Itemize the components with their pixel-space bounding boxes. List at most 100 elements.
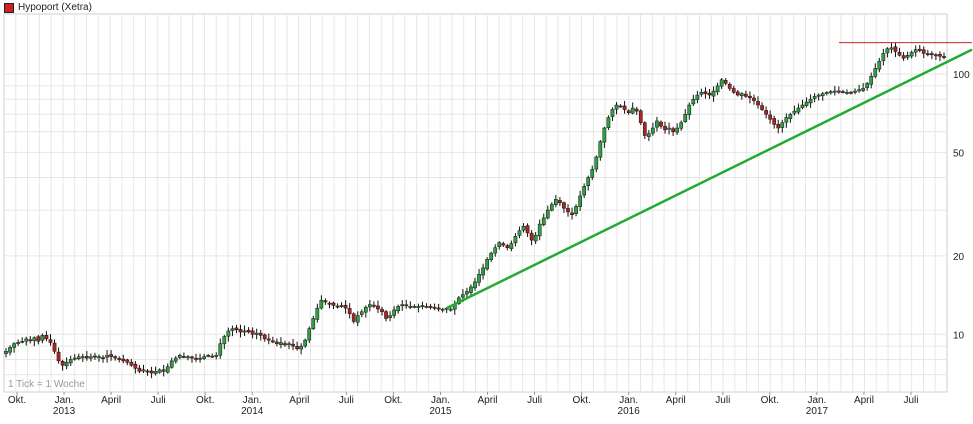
x-tick-label: Okt. bbox=[384, 395, 402, 406]
candle bbox=[129, 359, 134, 367]
candle bbox=[85, 351, 89, 361]
candle bbox=[638, 109, 643, 125]
candle-body-up bbox=[647, 133, 651, 137]
candle bbox=[901, 51, 906, 61]
candlestick-series bbox=[4, 42, 946, 379]
candle bbox=[877, 57, 882, 73]
candle-body-up bbox=[913, 49, 918, 53]
candle bbox=[36, 334, 41, 345]
candle bbox=[622, 100, 627, 114]
candle bbox=[857, 84, 861, 93]
candle bbox=[178, 353, 182, 360]
candle-body-up bbox=[424, 306, 429, 308]
candle-body-down bbox=[917, 48, 922, 51]
candle bbox=[226, 327, 231, 342]
candle bbox=[355, 311, 360, 327]
candle bbox=[626, 109, 631, 115]
candle-body-up bbox=[339, 305, 344, 307]
candle-body-down bbox=[194, 357, 198, 360]
candle bbox=[448, 307, 453, 312]
candle-body-down bbox=[897, 51, 902, 56]
candle bbox=[315, 303, 320, 323]
candle-body-up bbox=[226, 330, 231, 337]
candle-body-down bbox=[764, 110, 768, 115]
candle bbox=[412, 304, 417, 309]
candle-body-down bbox=[101, 357, 105, 359]
x-tick-label: Jan. bbox=[807, 395, 826, 406]
candle-body-up bbox=[254, 332, 259, 335]
candle bbox=[64, 357, 69, 370]
candle-body-up bbox=[448, 308, 453, 311]
candle bbox=[893, 42, 898, 57]
candle-body-down bbox=[351, 313, 356, 322]
candle bbox=[651, 122, 655, 136]
candle-body-up bbox=[80, 356, 85, 359]
candle bbox=[735, 90, 740, 97]
candle-body-up bbox=[186, 356, 190, 359]
candle bbox=[157, 368, 162, 374]
candle bbox=[554, 194, 558, 208]
candle-body-down bbox=[295, 346, 299, 349]
candle-body-up bbox=[97, 356, 101, 359]
candle-body-up bbox=[141, 369, 146, 372]
candle bbox=[537, 219, 542, 241]
candle bbox=[562, 201, 566, 213]
candle-body-up bbox=[40, 335, 45, 341]
candle bbox=[760, 102, 764, 111]
candle-body-down bbox=[727, 83, 732, 89]
candle-body-up bbox=[812, 96, 817, 99]
candle bbox=[194, 353, 198, 363]
candle bbox=[303, 338, 308, 348]
candle bbox=[566, 204, 570, 217]
x-tick-year-label: 2017 bbox=[806, 406, 829, 417]
candle-body-up bbox=[554, 199, 558, 205]
candle-body-up bbox=[816, 94, 821, 97]
candle-body-up bbox=[517, 230, 522, 236]
candle bbox=[165, 363, 170, 374]
candle-body-up bbox=[679, 122, 684, 129]
candle bbox=[598, 140, 603, 161]
y-tick-label: 100 bbox=[953, 70, 970, 81]
candle bbox=[828, 90, 833, 95]
candle-body-down bbox=[149, 370, 154, 374]
candle-body-down bbox=[893, 46, 898, 52]
candle bbox=[311, 315, 316, 330]
candle bbox=[545, 205, 550, 220]
candle bbox=[578, 190, 582, 211]
candle bbox=[408, 301, 413, 310]
candle-body-down bbox=[56, 351, 61, 362]
candle-body-down bbox=[622, 105, 627, 110]
candle-body-down bbox=[505, 245, 510, 248]
candle-body-up bbox=[832, 90, 837, 93]
candle bbox=[149, 366, 154, 379]
candle-body-up bbox=[889, 47, 894, 50]
candle bbox=[372, 301, 376, 309]
candle-body-up bbox=[808, 98, 813, 104]
candle-body-down bbox=[731, 88, 736, 93]
candle bbox=[533, 231, 538, 245]
candle bbox=[48, 334, 53, 346]
candle-body-up bbox=[64, 362, 69, 367]
candle bbox=[351, 312, 356, 324]
candle-body-up bbox=[12, 343, 16, 348]
candle bbox=[327, 301, 332, 309]
candle-body-up bbox=[473, 281, 477, 289]
candle bbox=[687, 102, 692, 120]
candle bbox=[845, 89, 849, 95]
candle bbox=[768, 110, 772, 124]
candle bbox=[287, 341, 291, 350]
candle bbox=[707, 88, 712, 99]
candle-body-down bbox=[760, 105, 764, 110]
candle-body-down bbox=[776, 124, 781, 129]
candle bbox=[307, 326, 312, 344]
candle bbox=[938, 51, 942, 62]
candle bbox=[20, 337, 25, 344]
candle-body-up bbox=[788, 114, 793, 119]
candle bbox=[275, 338, 279, 347]
candle-body-up bbox=[521, 225, 526, 231]
candle-body-up bbox=[355, 315, 360, 323]
candle-body-up bbox=[861, 88, 865, 91]
candle bbox=[4, 348, 8, 358]
candle-body-up bbox=[691, 98, 696, 105]
candle-body-down bbox=[748, 95, 752, 99]
